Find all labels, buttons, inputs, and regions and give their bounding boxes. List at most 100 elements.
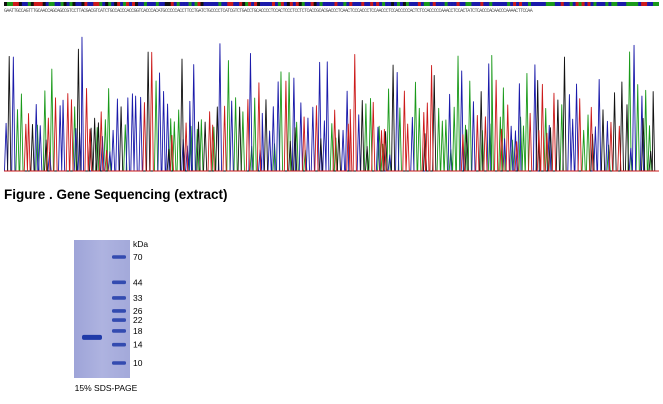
base-cell <box>185 2 189 6</box>
base-cell <box>432 2 437 6</box>
base-cell <box>501 2 505 6</box>
base-cell <box>483 2 487 6</box>
base-cell <box>224 2 228 6</box>
base-cell <box>129 2 133 6</box>
base-cell <box>471 2 475 6</box>
base-cell <box>426 2 431 6</box>
base-cell <box>542 2 547 6</box>
base-cell <box>605 2 609 6</box>
base-cell <box>111 2 115 6</box>
base-cell <box>539 2 544 6</box>
base-cell <box>394 2 398 6</box>
base-cell <box>638 2 642 6</box>
sequencing-figure: GAATTGCCAGTTTGCAACCAGCAGCCGTCCTTACGACGTC… <box>0 0 663 175</box>
base-cell <box>123 2 127 6</box>
base-cell <box>45 2 49 6</box>
base-cell <box>304 2 308 6</box>
base-cell <box>414 2 419 6</box>
base-cell <box>27 2 32 6</box>
base-cell <box>164 2 169 6</box>
base-cell <box>528 2 532 6</box>
marker-unit-label: kDa <box>133 239 148 249</box>
base-cell <box>263 2 267 6</box>
base-cell <box>93 2 97 6</box>
base-cell <box>578 2 582 6</box>
base-cell <box>358 2 362 6</box>
base-cell <box>593 2 597 6</box>
base-cell <box>298 2 303 6</box>
base-cell <box>108 2 112 6</box>
base-cell <box>343 2 347 6</box>
base-cell <box>274 2 279 6</box>
base-cell <box>516 2 520 6</box>
base-cell <box>545 2 550 6</box>
base-cell <box>411 2 416 6</box>
base-cell <box>90 2 94 6</box>
base-cell <box>635 2 639 6</box>
base-cell <box>379 2 383 6</box>
base-cell <box>114 2 118 6</box>
base-cell <box>590 2 594 6</box>
base-cell <box>536 2 541 6</box>
base-cell <box>504 2 508 6</box>
base-cell <box>551 2 556 6</box>
base-cell <box>257 2 261 6</box>
base-cell <box>453 2 457 6</box>
base-cell <box>355 2 359 6</box>
marker-label: 10 <box>133 358 143 368</box>
base-cell <box>33 2 38 6</box>
base-cell <box>140 2 145 6</box>
base-cell <box>325 2 329 6</box>
base-cell <box>629 2 633 6</box>
base-cell <box>271 2 276 6</box>
base-cell <box>557 2 562 6</box>
base-cell <box>602 2 606 6</box>
base-cell <box>575 2 579 6</box>
base-cell <box>623 2 627 6</box>
base-sequence-text: GAATTGCCAGTTTGCAACCAGCAGCCGTCCTTACGACGTC… <box>4 8 533 14</box>
base-cell <box>480 2 484 6</box>
base-cell <box>179 2 183 6</box>
gel-background <box>74 240 130 378</box>
base-cell <box>316 2 320 6</box>
base-cell <box>408 2 413 6</box>
base-cell <box>209 2 213 6</box>
marker-band <box>112 329 126 333</box>
base-cell <box>554 2 559 6</box>
base-cell <box>36 2 41 6</box>
base-cell <box>152 2 157 6</box>
base-cell <box>641 2 645 6</box>
sds-page-figure: kDa 70 44 33 26 22 18 14 10 15% SDS-PAGE <box>60 238 170 404</box>
base-cell <box>319 2 323 6</box>
base-cell <box>617 2 621 6</box>
marker-label: 70 <box>133 252 143 262</box>
marker-band <box>112 280 126 285</box>
base-cell <box>626 2 630 6</box>
base-cell <box>382 2 386 6</box>
base-cell <box>420 2 425 6</box>
base-cell <box>429 2 434 6</box>
base-cell <box>218 2 222 6</box>
base-cell <box>227 2 231 6</box>
base-cell <box>251 2 255 6</box>
base-cell <box>364 2 368 6</box>
base-cell <box>530 2 535 6</box>
marker-band <box>112 255 126 259</box>
base-cell <box>12 2 17 6</box>
base-cell <box>525 2 529 6</box>
base-cell <box>39 2 44 6</box>
base-cell <box>4 2 8 6</box>
base-cell <box>292 2 297 6</box>
base-cell <box>614 2 618 6</box>
marker-band <box>112 296 126 300</box>
base-cell <box>495 2 499 6</box>
base-cell <box>644 2 648 6</box>
base-cell <box>370 2 374 6</box>
marker-label: 18 <box>133 326 143 336</box>
base-cell <box>385 2 389 6</box>
base-cell <box>197 2 201 6</box>
base-cell <box>566 2 570 6</box>
base-cell <box>248 2 252 6</box>
base-cell <box>596 2 600 6</box>
base-cell <box>286 2 291 6</box>
